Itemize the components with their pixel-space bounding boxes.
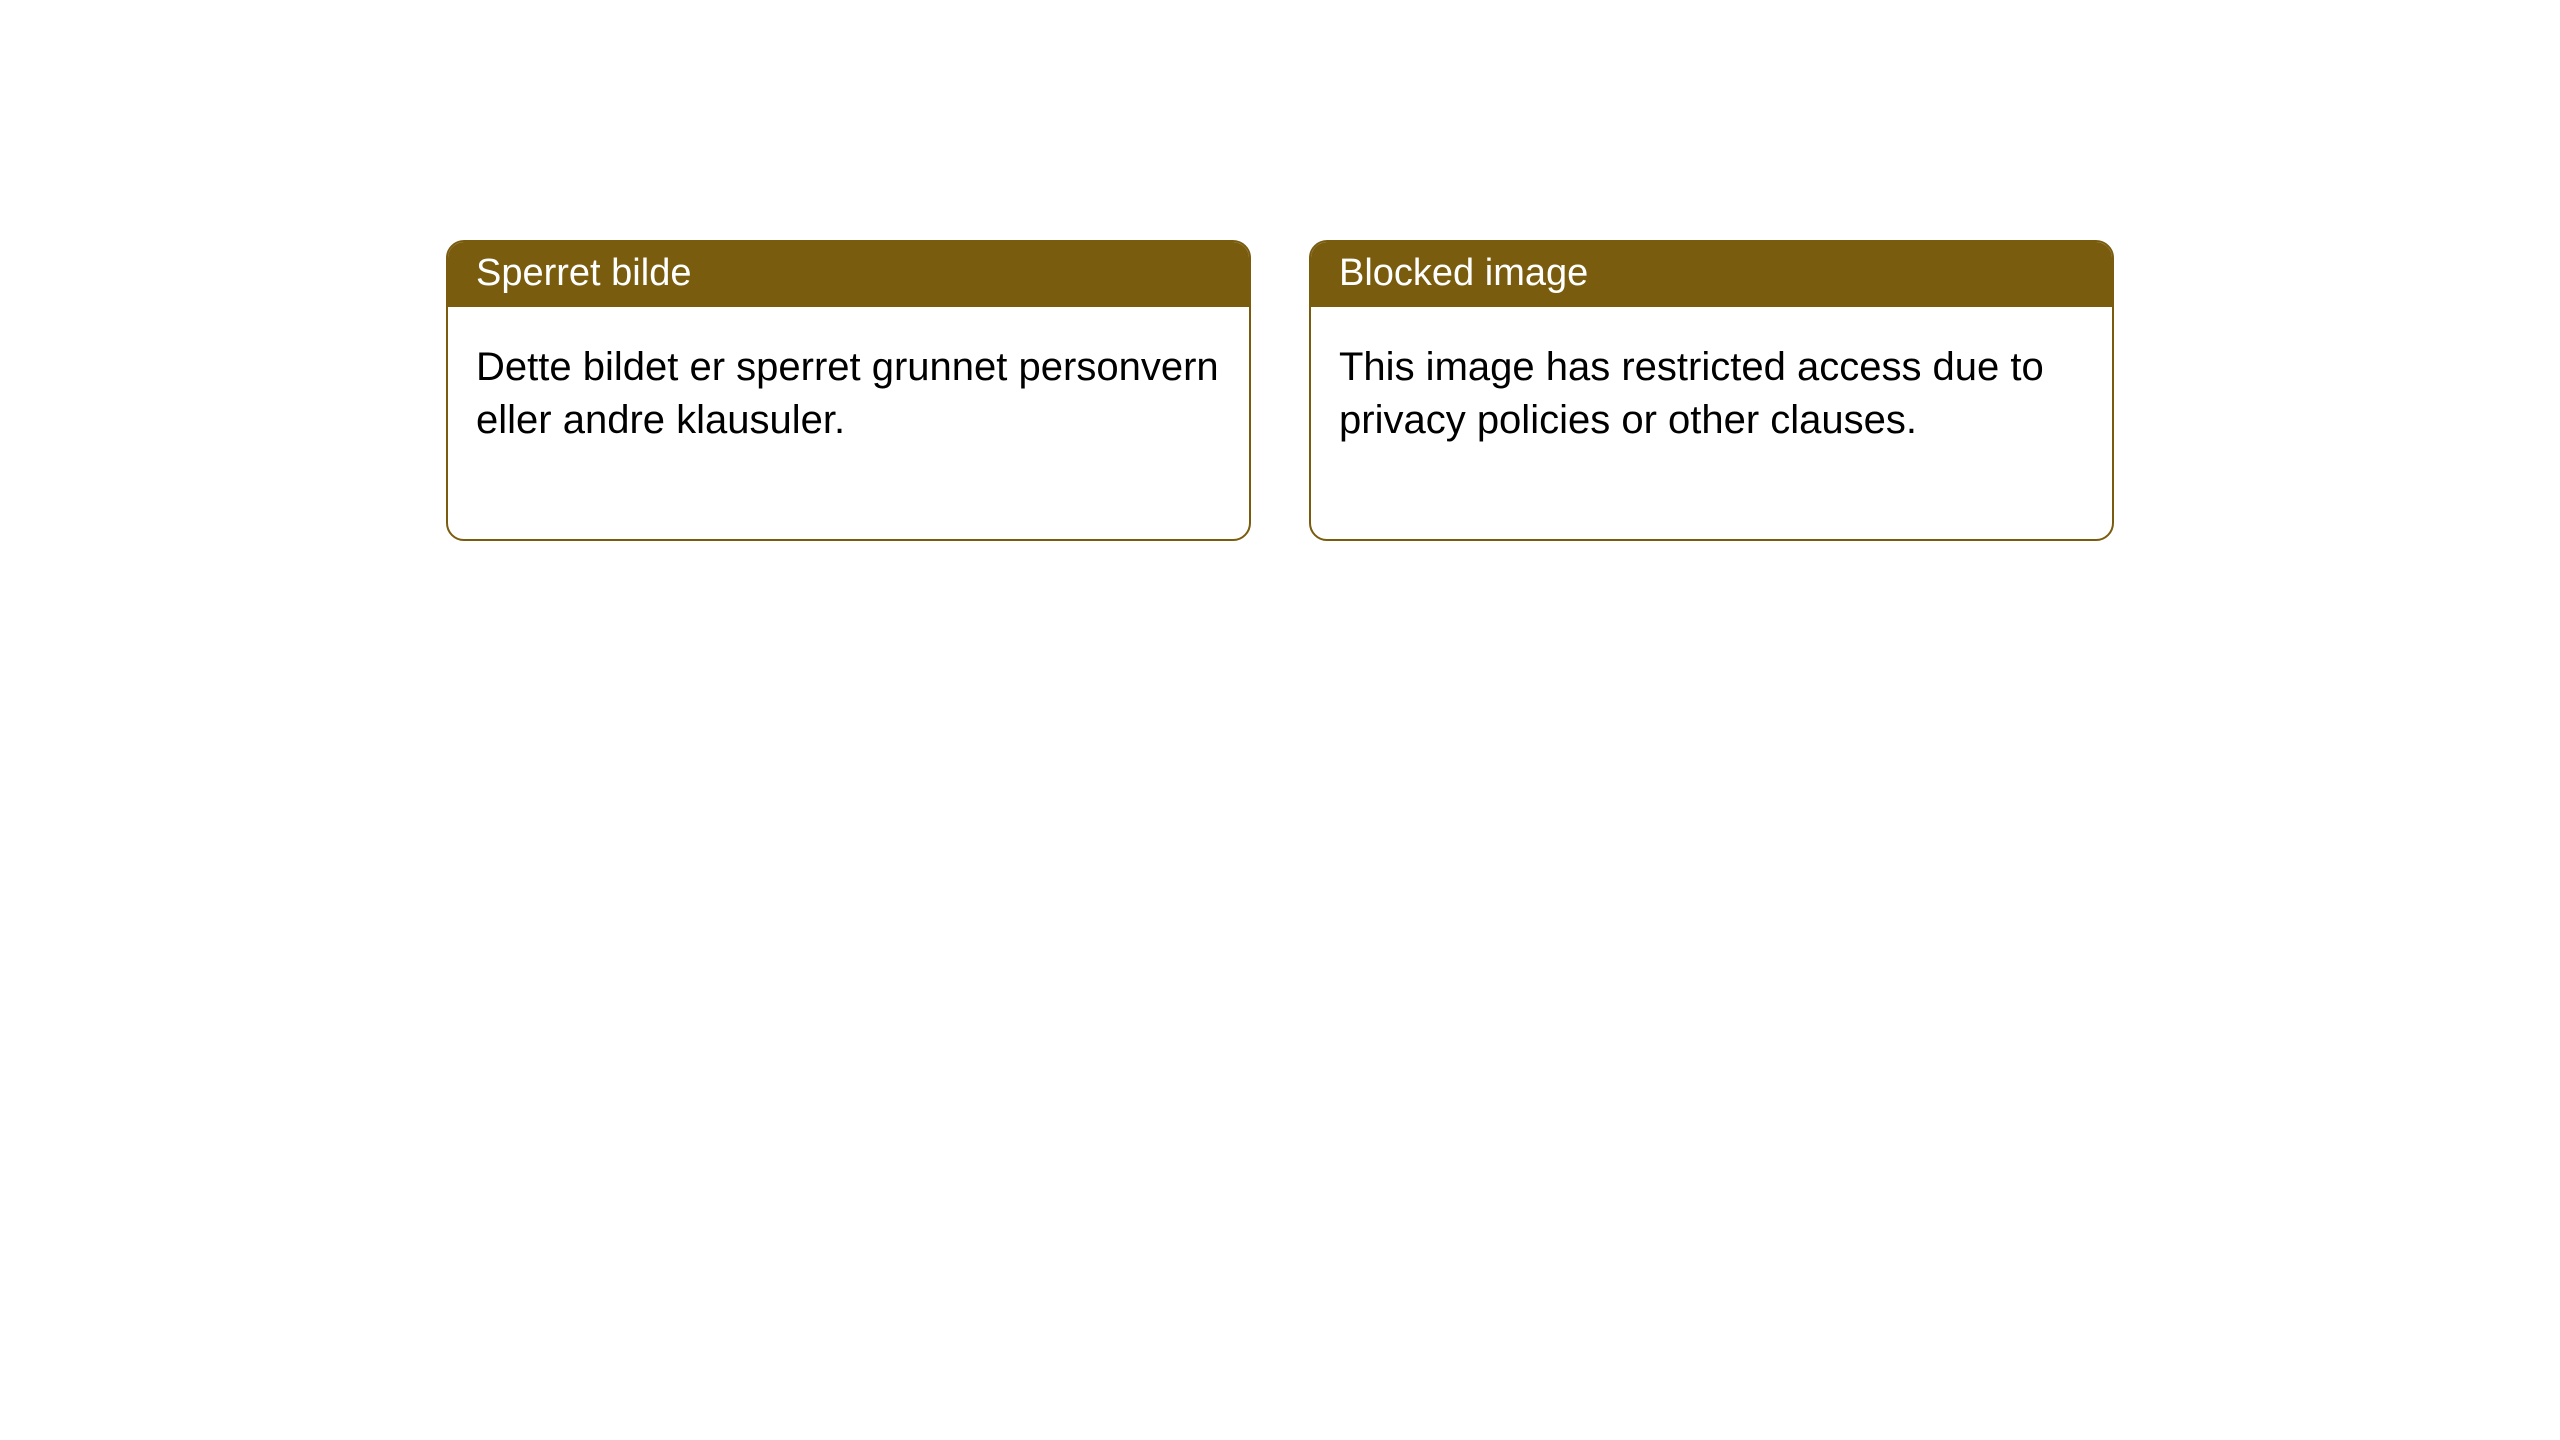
notice-body-no: Dette bildet er sperret grunnet personve…	[448, 307, 1249, 539]
notice-card-en: Blocked image This image has restricted …	[1309, 240, 2114, 541]
notice-container: Sperret bilde Dette bildet er sperret gr…	[446, 240, 2114, 541]
notice-header-no: Sperret bilde	[448, 242, 1249, 307]
notice-header-en: Blocked image	[1311, 242, 2112, 307]
notice-body-en: This image has restricted access due to …	[1311, 307, 2112, 539]
notice-card-no: Sperret bilde Dette bildet er sperret gr…	[446, 240, 1251, 541]
